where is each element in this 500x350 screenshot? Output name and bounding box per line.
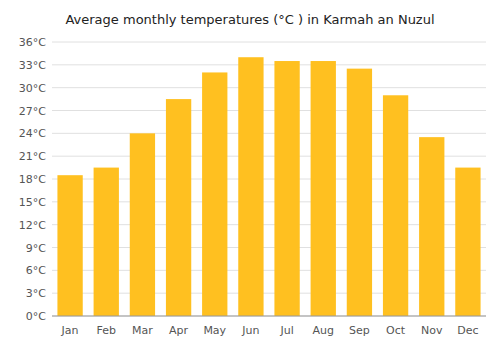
bar [455, 168, 480, 316]
bar [238, 57, 263, 316]
x-tick-label: Feb [97, 324, 116, 337]
x-tick-label: Aug [313, 324, 334, 337]
bar [347, 69, 372, 316]
chart-svg: Average monthly temperatures (°C ) in Ka… [0, 0, 500, 350]
bar [419, 137, 444, 316]
bar [383, 95, 408, 316]
bar [57, 175, 82, 316]
bar [166, 99, 191, 316]
bar [274, 61, 299, 316]
x-tick-label: Jul [279, 324, 293, 337]
y-tick-label: 6°C [26, 264, 46, 277]
grid-line [52, 316, 486, 317]
y-tick-label: 9°C [26, 242, 46, 255]
grid-line [52, 42, 486, 43]
y-tick-label: 15°C [19, 196, 46, 209]
y-tick-label: 21°C [19, 150, 46, 163]
x-tick-label: Oct [386, 324, 406, 337]
x-tick-label: Dec [457, 324, 478, 337]
y-tick-label: 24°C [19, 127, 46, 140]
x-tick-label: May [203, 324, 226, 337]
bar [311, 61, 336, 316]
grid-line [52, 110, 486, 111]
y-tick-label: 30°C [19, 82, 46, 95]
grid-line [52, 64, 486, 65]
y-tick-label: 33°C [19, 59, 46, 72]
x-axis-line [52, 316, 486, 317]
grid-line [52, 133, 486, 134]
x-tick-label: Mar [132, 324, 153, 337]
grid [52, 42, 486, 316]
y-tick-label: 27°C [19, 105, 46, 118]
title: Average monthly temperatures (°C ) in Ka… [65, 12, 434, 27]
grid-line [52, 87, 486, 88]
bar [130, 133, 155, 316]
bars [57, 57, 480, 316]
x-tick-label: Sep [349, 324, 370, 337]
x-tick-label: Jan [61, 324, 79, 337]
chart-container: Average monthly temperatures (°C ) in Ka… [0, 0, 500, 350]
y-tick-label: 3°C [26, 287, 46, 300]
bar [202, 72, 227, 316]
bar [94, 168, 119, 316]
x-tick-label: Jun [241, 324, 259, 337]
y-tick-label: 36°C [19, 36, 46, 49]
y-tick-label: 18°C [19, 173, 46, 186]
x-tick-label: Nov [421, 324, 443, 337]
y-tick-label: 12°C [19, 219, 46, 232]
y-tick-label: 0°C [26, 310, 46, 323]
x-tick-label: Apr [169, 324, 189, 337]
